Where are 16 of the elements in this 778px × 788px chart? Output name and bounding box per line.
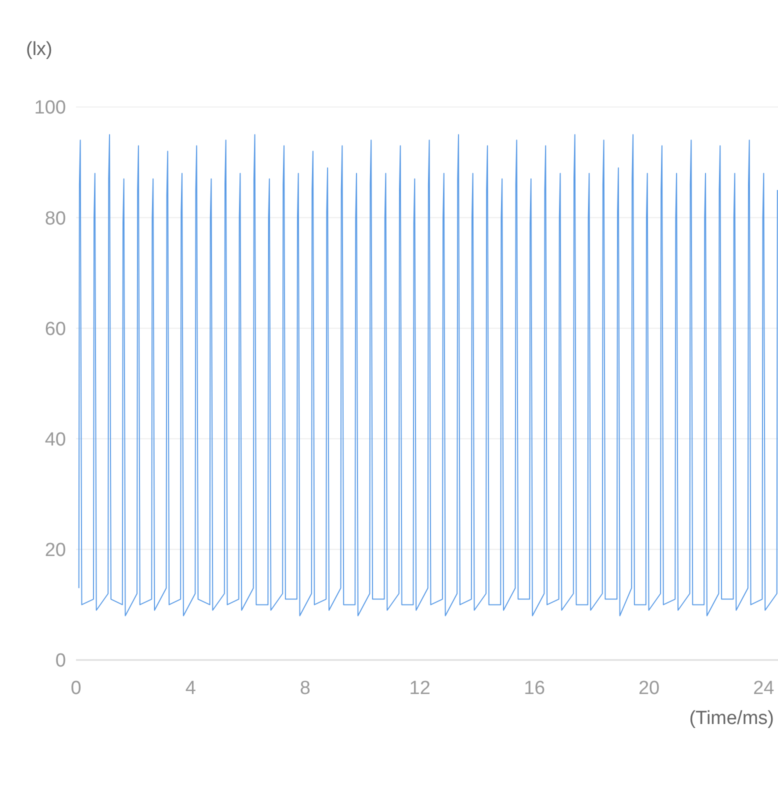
x-tick-label: 16	[524, 678, 546, 699]
x-tick-label: 0	[70, 678, 82, 699]
x-tick-label: 20	[638, 678, 660, 699]
x-tick-label: 4	[185, 678, 196, 699]
x-tick-label: 12	[409, 678, 430, 699]
y-tick-label: 80	[44, 208, 66, 230]
line-series	[78, 134, 778, 616]
x-tick-label: 8	[300, 678, 311, 699]
x-tick-label: 24	[753, 678, 775, 699]
y-tick-label: 0	[55, 650, 66, 672]
y-tick-label: 40	[44, 429, 66, 450]
y-axis-title: (lx)	[26, 39, 52, 60]
x-axis-title: (Time/ms)	[689, 708, 774, 729]
y-tick-label: 20	[44, 540, 66, 562]
y-tick-label: 100	[34, 98, 66, 119]
y-tick-label: 60	[44, 318, 66, 340]
